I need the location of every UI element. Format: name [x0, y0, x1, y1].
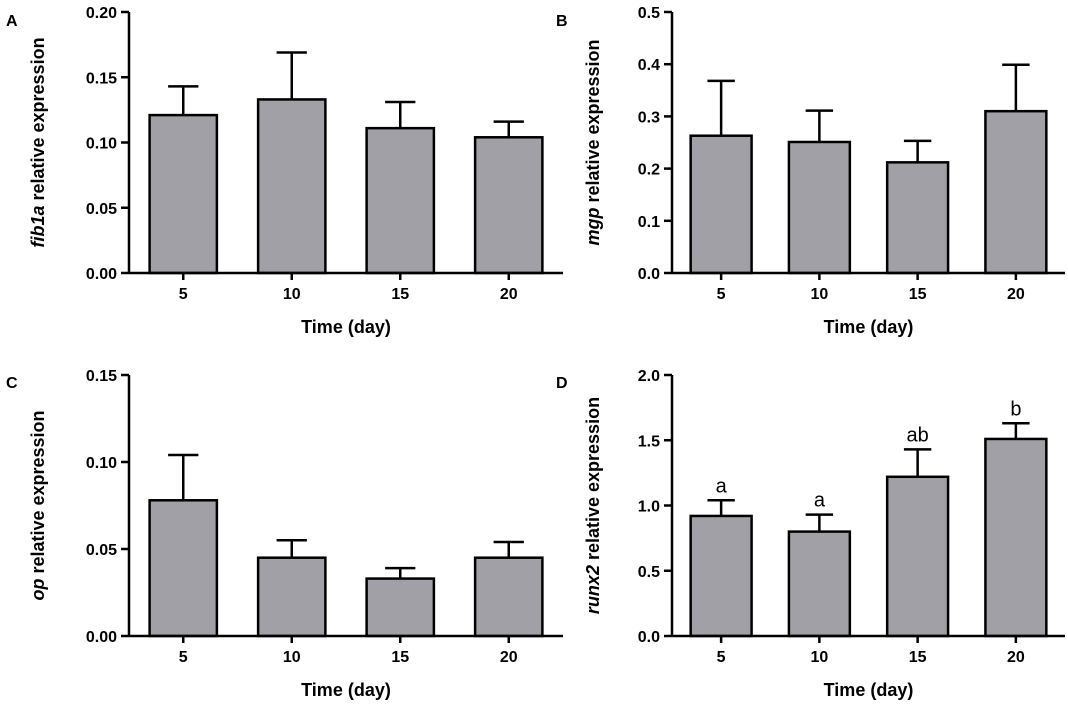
y-tick-label: 0.05: [86, 542, 117, 559]
y-axis-title-gene: runx2: [583, 565, 603, 614]
x-axis-title: Time (day): [301, 317, 391, 337]
x-tick-label: 15: [391, 649, 409, 666]
y-axis-title: op relative expression: [28, 410, 48, 600]
y-tick-label: 0.5: [638, 5, 660, 22]
y-tick-label: 0.5: [638, 564, 660, 581]
bar: [256, 98, 327, 275]
y-tick-label: 2.0: [638, 368, 660, 385]
x-tick-label: 20: [1007, 649, 1025, 666]
bar: [689, 514, 753, 638]
bar: [148, 499, 219, 638]
y-axis-title: fib1a relative expression: [28, 37, 48, 247]
x-axis-title: Time (day): [824, 680, 914, 700]
x-tick-label: 20: [500, 649, 518, 666]
x-tick-label: 10: [810, 649, 828, 666]
x-tick-label: 10: [810, 286, 828, 303]
x-tick-label: 15: [909, 649, 927, 666]
y-tick-label: 0.15: [86, 368, 117, 385]
panel-b: B 0.0 0.1 0.2 0.3 0.4 0.5 5 10 15 20 Time (day) mgp …: [556, 5, 1065, 337]
panel-letter: A: [6, 13, 18, 30]
y-tick-label: 0.0: [638, 629, 660, 646]
panel-letter: C: [6, 375, 18, 392]
y-tick-label: 0.1: [638, 214, 660, 231]
y-axis-title: runx2 relative expression: [583, 397, 603, 614]
y-tick-label: 0.05: [86, 201, 117, 218]
y-tick-label: 0.10: [86, 136, 117, 153]
panel-d: Da a ab b 0.0 0.5 1.0 1.5 2.0 5 10 15 20 Time (day) ru…: [556, 368, 1065, 700]
x-tick-label: 5: [717, 649, 726, 666]
bar: [885, 475, 950, 638]
bar: [473, 136, 544, 275]
x-tick-label: 5: [179, 286, 188, 303]
y-tick-label: 0.4: [638, 57, 660, 74]
bar: [984, 437, 1048, 638]
y-tick-label: 0.3: [638, 109, 660, 126]
bar: [148, 113, 219, 275]
y-axis-title-gene: mgp: [583, 208, 603, 246]
x-axis-title: Time (day): [824, 317, 914, 337]
bar: [473, 556, 544, 638]
bar: [256, 556, 327, 638]
panel-letter: D: [556, 375, 568, 392]
bar: [365, 577, 436, 638]
y-tick-label: 0.20: [86, 5, 117, 22]
x-tick-label: 10: [283, 286, 301, 303]
y-axis-title-gene: op: [28, 579, 48, 601]
x-tick-label: 20: [500, 286, 518, 303]
y-axis-title-rest: relative expression: [583, 397, 603, 565]
y-axis-title-rest: relative expression: [28, 37, 48, 205]
y-tick-label: 1.5: [638, 433, 660, 450]
significance-label: a: [716, 475, 728, 497]
bar: [365, 126, 436, 275]
y-tick-label: 0.00: [86, 629, 117, 646]
y-tick-label: 1.0: [638, 499, 660, 516]
y-tick-label: 0.15: [86, 70, 117, 87]
y-tick-label: 0.10: [86, 455, 117, 472]
x-tick-label: 10: [283, 649, 301, 666]
x-tick-label: 5: [179, 649, 188, 666]
significance-label: ab: [907, 424, 929, 446]
panel-c: C 0.00 0.05 0.10 0.15 5 10 15 20 Time (day) op rel…: [6, 368, 563, 700]
x-tick-label: 15: [391, 286, 409, 303]
significance-label: b: [1010, 398, 1021, 420]
bar: [984, 109, 1048, 275]
bar: [787, 140, 852, 275]
x-tick-label: 5: [717, 286, 726, 303]
y-axis-title-gene: fib1a: [28, 206, 48, 248]
y-tick-label: 0.0: [638, 266, 660, 283]
x-tick-label: 15: [909, 286, 927, 303]
bar: [689, 134, 753, 275]
y-axis-title: mgp relative expression: [583, 39, 603, 245]
x-axis-title: Time (day): [301, 680, 391, 700]
x-tick-label: 20: [1007, 286, 1025, 303]
y-tick-label: 0.00: [86, 266, 117, 283]
panel-letter: B: [556, 13, 568, 30]
bar: [885, 161, 950, 275]
bar: [787, 530, 852, 638]
y-axis-title-rest: relative expression: [28, 410, 48, 578]
y-tick-label: 0.2: [638, 162, 660, 179]
panel-a: A 0.00 0.05 0.10 0.15 0.20 5 10 15 20 Time (day) fi…: [6, 5, 563, 337]
y-axis-title-rest: relative expression: [583, 39, 603, 207]
significance-label: a: [814, 490, 826, 512]
